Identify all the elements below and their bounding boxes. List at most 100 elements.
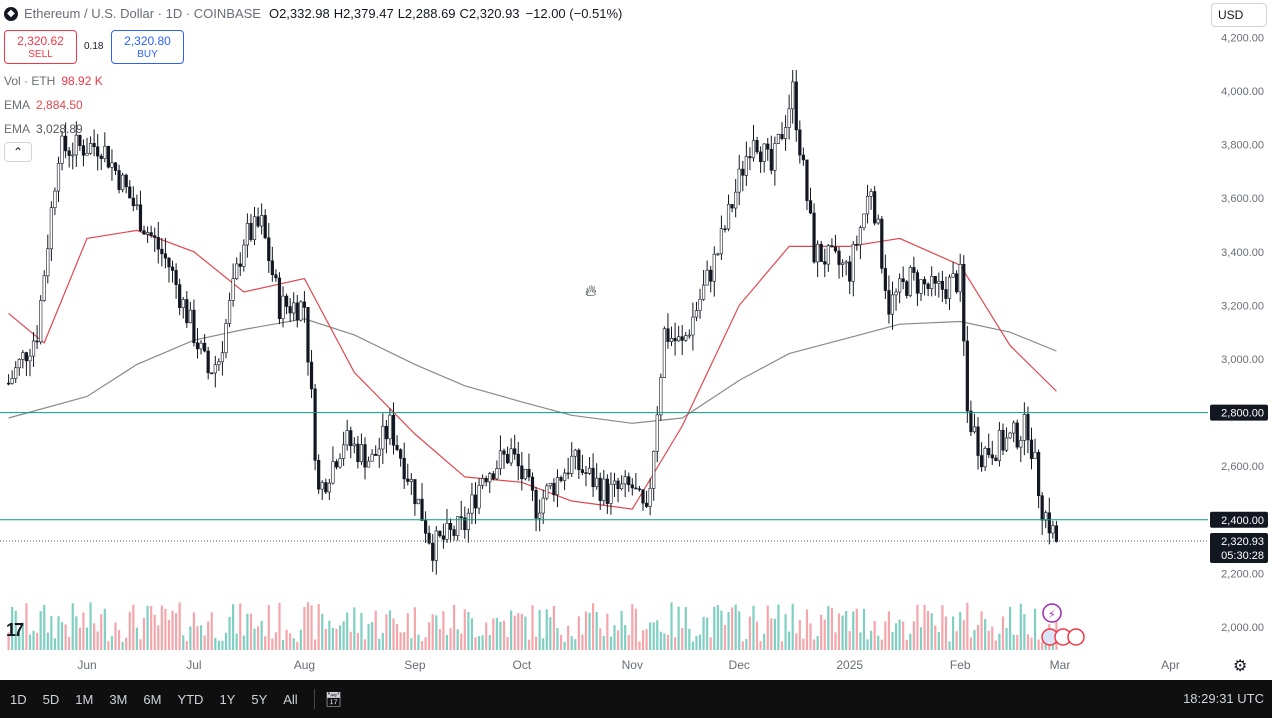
tradingview-logo-icon[interactable]: 17 bbox=[6, 620, 24, 640]
candle-body bbox=[709, 269, 713, 282]
price-tick-label: 3,200.00 bbox=[1221, 300, 1264, 312]
indicator-volume[interactable]: Vol · ETH 98.92 K bbox=[4, 74, 103, 88]
volume-bar bbox=[485, 622, 488, 650]
candle-body bbox=[1029, 439, 1034, 459]
timeframe-1m[interactable]: 1M bbox=[75, 691, 94, 707]
symbol-title[interactable]: Ethereum / U.S. Dollar · 1D · COINBASE bbox=[24, 6, 261, 21]
candle-body bbox=[655, 414, 659, 452]
candle-body bbox=[880, 218, 884, 269]
candle-body bbox=[409, 479, 413, 482]
candle-body bbox=[698, 299, 702, 311]
volume-bar bbox=[381, 632, 384, 650]
volume-bar bbox=[224, 632, 228, 650]
timeframe-3m[interactable]: 3M bbox=[109, 691, 128, 707]
time-axis[interactable]: Jun Jul Aug Sep Oct Nov Dec 2025 Feb Mar Apr bbox=[77, 658, 1180, 672]
volume-bar bbox=[21, 622, 24, 650]
gear-icon[interactable]: ⚙ bbox=[1233, 658, 1248, 675]
price-tick-label: 3,600.00 bbox=[1221, 193, 1264, 205]
candle-body bbox=[712, 253, 716, 282]
timeframe-ytd[interactable]: YTD bbox=[177, 691, 204, 707]
volume-bar bbox=[488, 634, 491, 650]
currency-select[interactable]: USD bbox=[1211, 3, 1267, 27]
timeframe-6m[interactable]: 6M bbox=[143, 691, 162, 707]
volume-bar bbox=[788, 631, 791, 650]
volume-bar bbox=[221, 640, 224, 650]
volume-bar bbox=[399, 632, 402, 650]
volume-bar bbox=[902, 621, 905, 650]
volume-bar bbox=[649, 622, 652, 650]
candle-body bbox=[962, 263, 966, 342]
candle-body bbox=[562, 472, 567, 481]
timeframe-5y[interactable]: 5Y bbox=[251, 691, 268, 707]
sell-button[interactable]: 2,320.62 SELL bbox=[4, 30, 77, 64]
candle-body bbox=[933, 275, 937, 284]
candle-body bbox=[609, 483, 613, 504]
indicator-volume-value: 98.92 K bbox=[61, 74, 103, 88]
candle-body bbox=[894, 291, 898, 296]
collapse-indicators-button[interactable]: ⌃ bbox=[4, 142, 32, 162]
candle-body bbox=[356, 443, 360, 463]
candle-body bbox=[466, 512, 470, 531]
candle-body bbox=[481, 478, 485, 486]
candle-body bbox=[783, 127, 788, 139]
candle-body bbox=[823, 261, 827, 265]
timeframe-all[interactable]: All bbox=[283, 691, 298, 707]
candle-body bbox=[769, 148, 773, 171]
candle-body bbox=[192, 309, 196, 344]
horizontal-lines[interactable] bbox=[0, 412, 1208, 542]
volume-bar bbox=[627, 635, 630, 650]
candle-body bbox=[53, 190, 57, 208]
lightning-event-icon[interactable] bbox=[1042, 603, 1062, 623]
calendar-range-icon[interactable]: 📅︎ bbox=[324, 690, 343, 707]
volume-bar bbox=[656, 620, 659, 650]
volume-bar bbox=[577, 616, 580, 650]
utc-clock[interactable]: 18:29:31 UTC bbox=[1183, 691, 1264, 706]
timeframe-1d[interactable]: 1D bbox=[10, 691, 27, 707]
candle-body bbox=[263, 215, 267, 239]
candle-body bbox=[313, 388, 317, 461]
candle-body bbox=[88, 143, 93, 154]
volume-bar bbox=[738, 611, 741, 650]
candle-body bbox=[56, 162, 61, 192]
timeframe-1y[interactable]: 1Y bbox=[219, 691, 236, 707]
price-chart[interactable]: 4,200.00 4,000.00 3,800.00 3,600.00 3,400.00… bbox=[0, 0, 1272, 680]
candle-body bbox=[227, 300, 232, 324]
candle-body bbox=[145, 232, 150, 235]
volume-bar bbox=[267, 605, 270, 650]
volume-bar bbox=[663, 633, 666, 650]
level-2800-text: 2,800.00 bbox=[1221, 408, 1264, 420]
candle-body bbox=[616, 480, 620, 490]
volume-bar bbox=[235, 633, 238, 650]
event-icons[interactable]: ⚡ bbox=[1041, 603, 1085, 646]
volume-bar bbox=[552, 605, 555, 650]
volume-bar bbox=[338, 625, 342, 650]
indicator-volume-label: Vol · ETH bbox=[4, 74, 56, 88]
volume-bar bbox=[374, 610, 377, 650]
volume-bar bbox=[763, 633, 766, 650]
us-flag-event-icon[interactable] bbox=[1067, 628, 1085, 646]
time-tick-label: Dec bbox=[729, 658, 750, 672]
price-tick-label: 4,200.00 bbox=[1221, 32, 1264, 44]
symbol-legend[interactable]: ◆ Ethereum / U.S. Dollar · 1D · COINBASE… bbox=[4, 6, 622, 21]
candle-body bbox=[456, 516, 460, 536]
level-2800-label-bg bbox=[1210, 404, 1268, 421]
candle-body bbox=[292, 302, 296, 314]
volume-bar bbox=[652, 622, 655, 650]
volume-bar bbox=[150, 606, 153, 650]
time-tick-label: 2025 bbox=[836, 658, 863, 672]
candle-body bbox=[680, 336, 684, 341]
buy-button[interactable]: 2,320.80 BUY bbox=[111, 30, 184, 64]
candle-body bbox=[252, 216, 257, 240]
candle-body bbox=[317, 459, 321, 490]
candle-body bbox=[217, 361, 221, 366]
candle-body bbox=[121, 174, 125, 190]
candle-body bbox=[502, 450, 506, 455]
volume-bar bbox=[681, 628, 684, 650]
candle-body bbox=[342, 444, 346, 459]
timeframe-5d[interactable]: 5D bbox=[42, 691, 60, 707]
indicator-ema-slow[interactable]: EMA 3,028.89 bbox=[4, 122, 83, 136]
candle-body bbox=[509, 448, 513, 464]
candle-body bbox=[527, 469, 531, 478]
indicator-ema-fast[interactable]: EMA 2,884.50 bbox=[4, 98, 83, 112]
candle-body bbox=[630, 484, 634, 489]
